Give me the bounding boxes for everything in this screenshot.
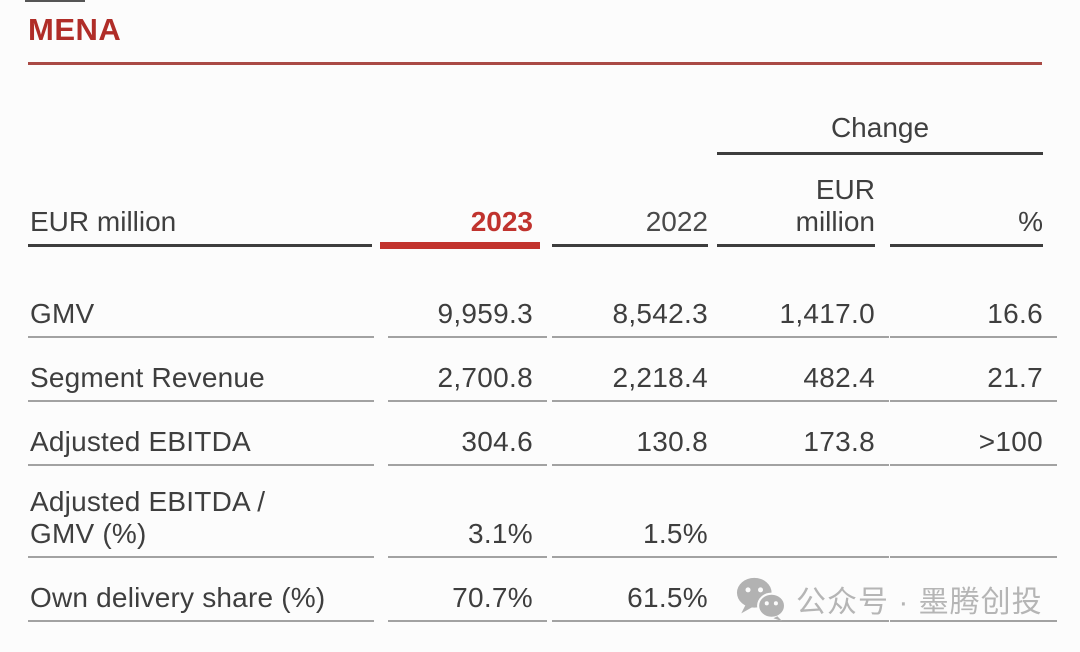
cell-2022: 8,542.3 — [552, 247, 722, 338]
change-group-label: Change — [830, 112, 930, 143]
row-label: Adjusted EBITDA — [28, 402, 374, 466]
watermark: 公众号 · 墨腾创投 — [736, 572, 1043, 626]
column-header-unit: EUR million — [30, 206, 177, 237]
table-row: Adjusted EBITDA 304.6 130.8 173.8 >100 — [0, 402, 1080, 466]
change-group-rule — [717, 152, 1043, 155]
change-eur-line2: million — [795, 206, 875, 237]
cell-2023: 2,700.8 — [388, 338, 547, 402]
row-label-line2: GMV (%) — [30, 518, 147, 549]
table-row: GMV 9,959.3 8,542.3 1,417.0 16.6 — [0, 247, 1080, 338]
cell-change-eur — [717, 466, 889, 558]
cell-2022: 130.8 — [552, 402, 722, 466]
cell-change-pct — [890, 466, 1057, 558]
column-header-2022: 2022 — [645, 206, 708, 237]
column-header-2023: 2023 — [470, 206, 533, 237]
row-label: Adjusted EBITDA / GMV (%) — [28, 466, 374, 558]
cell-change-pct: 16.6 — [890, 247, 1057, 338]
title-rule — [28, 62, 1042, 65]
cell-change-eur: 482.4 — [717, 338, 889, 402]
cell-2023: 304.6 — [388, 402, 547, 466]
row-label: Own delivery share (%) — [28, 558, 374, 622]
cell-change-pct — [890, 558, 1057, 622]
header-rule-change-pct — [890, 244, 1043, 247]
cell-2023: 9,959.3 — [388, 247, 547, 338]
column-header-change-pct: % — [1018, 206, 1043, 237]
table-row: Own delivery share (%) 70.7% 61.5% — [0, 558, 1080, 622]
cell-change-eur: 173.8 — [717, 402, 889, 466]
column-header-change-eur: EUR million — [717, 158, 889, 242]
row-label: GMV — [28, 247, 374, 338]
header-rule-unit — [28, 244, 372, 247]
highlight-bar-2023 — [380, 242, 540, 249]
cell-change-eur: 1,417.0 — [717, 247, 889, 338]
cell-2023: 3.1% — [388, 466, 547, 558]
cell-2023: 70.7% — [388, 558, 547, 622]
change-eur-line1: EUR — [815, 174, 875, 205]
wechat-icon — [736, 577, 786, 622]
cell-2022: 1.5% — [552, 466, 722, 558]
cell-2022: 61.5% — [552, 558, 722, 622]
cell-change-eur — [717, 558, 889, 622]
row-label: Segment Revenue — [28, 338, 374, 402]
row-label-line1: Adjusted EBITDA / — [30, 486, 266, 517]
cell-2022: 2,218.4 — [552, 338, 722, 402]
header-rule-change-eur — [717, 244, 875, 247]
table-body: GMV 9,959.3 8,542.3 1,417.0 16.6 Segment… — [0, 247, 1080, 622]
page-title: MENA — [28, 12, 122, 47]
cell-change-pct: 21.7 — [890, 338, 1057, 402]
table-row: Adjusted EBITDA / GMV (%) 3.1% 1.5% — [0, 466, 1080, 558]
table-row: Segment Revenue 2,700.8 2,218.4 482.4 21… — [0, 338, 1080, 402]
watermark-text: 公众号 · 墨腾创投 — [796, 586, 1043, 619]
screenshot-edge-artifact — [25, 0, 85, 2]
cell-change-pct: >100 — [890, 402, 1057, 466]
header-rule-2022 — [552, 244, 708, 247]
